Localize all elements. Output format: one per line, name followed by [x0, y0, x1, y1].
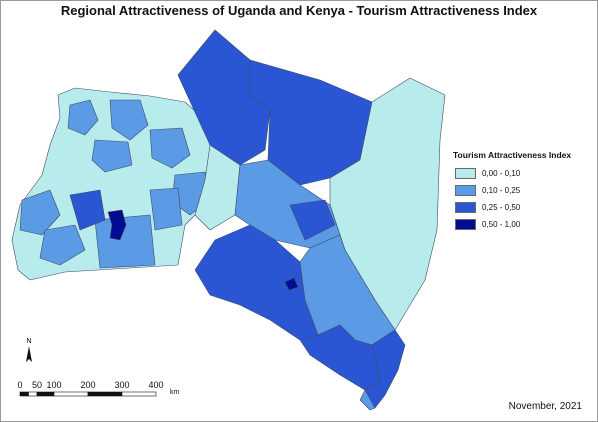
legend-swatch — [455, 202, 476, 213]
scale-tick-label: 50 — [31, 380, 43, 390]
map-date: November, 2021 — [508, 401, 582, 412]
map-legend: Tourism Attractiveness Index 0,00 - 0,10… — [453, 150, 571, 233]
kenya-region-coast-south — [359, 389, 376, 411]
legend-swatch — [455, 219, 476, 230]
scale-bar-labels: 0 50 100 200 300 400 — [0, 380, 200, 392]
uganda-region-lake — [149, 187, 183, 231]
legend-item: 0,00 - 0,10 — [453, 165, 571, 182]
north-arrow-label: N — [26, 338, 32, 345]
uganda-region-east-1 — [149, 127, 191, 169]
legend-swatch — [455, 185, 476, 196]
scale-bar-unit: km — [170, 389, 180, 396]
uganda-region-west-1 — [19, 189, 61, 236]
scale-tick-label: 200 — [80, 380, 96, 390]
legend-title: Tourism Attractiveness Index — [453, 150, 572, 160]
kenya-region-north — [249, 59, 373, 186]
north-arrow-icon — [26, 346, 32, 362]
uganda-region-northwest — [67, 99, 99, 136]
legend-label: 0,10 - 0,25 — [482, 186, 521, 195]
uganda-region-central-north — [91, 139, 133, 173]
scale-bar — [19, 391, 157, 397]
kenya-region-coast — [364, 329, 406, 409]
scale-tick-label: 100 — [46, 380, 62, 390]
legend-swatch — [455, 168, 476, 179]
legend-item: 0,25 - 0,50 — [453, 199, 571, 216]
scale-tick-label: 0 — [17, 380, 23, 390]
uganda-region-west-2 — [39, 224, 86, 266]
legend-item: 0,10 - 0,25 — [453, 182, 571, 199]
kenya-region-central-2 — [289, 199, 336, 241]
uganda-region-southwest — [94, 214, 156, 269]
scale-tick-label: 300 — [114, 380, 130, 390]
uganda-region-top-index — [107, 209, 127, 241]
legend-label: 0,00 - 0,10 — [482, 169, 521, 178]
legend-label: 0,25 - 0,50 — [482, 203, 521, 212]
legend-label: 0,50 - 1,00 — [482, 220, 521, 229]
map-title: Regional Attractiveness of Uganda and Ke… — [60, 3, 538, 18]
uganda-region-southcentral — [69, 189, 106, 231]
uganda-region-north — [109, 99, 149, 141]
legend-item: 0,50 - 1,00 — [453, 216, 571, 233]
scale-tick-label: 400 — [148, 380, 164, 390]
kenya-region-nairobi — [284, 277, 299, 291]
